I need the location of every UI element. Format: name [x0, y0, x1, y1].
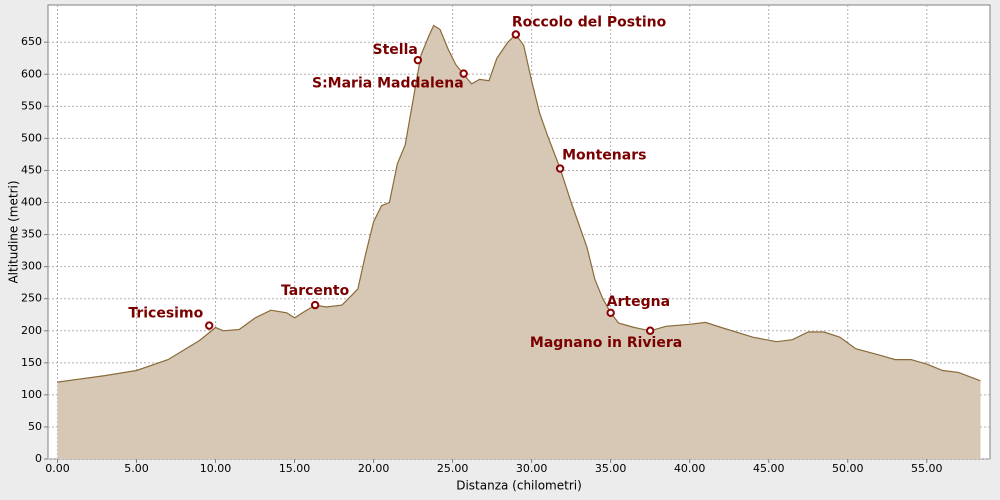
- y-tick-label: 450: [21, 163, 42, 176]
- y-tick-label: 400: [21, 196, 42, 209]
- x-tick-label: 25.00: [437, 462, 469, 475]
- x-tick-label: 40.00: [674, 462, 706, 475]
- x-tick-label: 0.00: [45, 462, 70, 475]
- waypoint-label: Tricesimo: [128, 306, 203, 322]
- y-tick-label: 100: [21, 388, 42, 401]
- waypoint-label: Magnano in Riviera: [530, 335, 682, 351]
- waypoint-marker: [511, 30, 521, 39]
- x-tick-label: 20.00: [358, 462, 390, 475]
- x-tick-label: 45.00: [753, 462, 785, 475]
- waypoint-label: Artegna: [607, 294, 670, 310]
- y-tick-label: 150: [21, 356, 42, 369]
- profile-line: [57, 24, 981, 383]
- y-tick-label: 0: [35, 452, 42, 465]
- area: [57, 25, 981, 459]
- x-tick-label: 50.00: [832, 462, 864, 475]
- waypoint-marker: [555, 164, 565, 173]
- waypoint-label: Montenars: [562, 148, 646, 164]
- x-tick-label: 10.00: [200, 462, 232, 475]
- y-tick-label: 550: [21, 99, 42, 112]
- waypoint-label: Stella: [373, 42, 418, 58]
- y-tick-label: 500: [21, 131, 42, 144]
- waypoint-marker: [205, 321, 214, 330]
- y-tick-label: 200: [21, 324, 42, 337]
- waypoint-marker: [413, 55, 423, 65]
- waypoint-marker: [645, 326, 655, 335]
- x-tick-label: 35.00: [595, 462, 627, 475]
- waypoint-marker: [310, 300, 320, 310]
- waypoint-label: S:Maria Maddalena: [312, 76, 464, 92]
- x-tick-label: 55.00: [911, 462, 943, 475]
- waypoint-label: Roccolo del Postino: [512, 14, 667, 30]
- x-tick-label: 30.00: [516, 462, 548, 475]
- y-tick-label: 600: [21, 67, 42, 80]
- y-tick-label: 650: [21, 35, 42, 48]
- x-tick-label: 5.00: [124, 462, 149, 475]
- y-tick-label: 350: [21, 228, 42, 241]
- y-axis-title: Altitudine (metri): [7, 180, 21, 283]
- y-tick-label: 50: [28, 420, 42, 433]
- y-tick-label: 300: [21, 260, 42, 273]
- waypoint-label: Tarcento: [281, 283, 350, 299]
- waypoint-marker: [459, 69, 468, 78]
- x-tick-label: 15.00: [279, 462, 311, 475]
- waypoint-marker: [606, 308, 615, 317]
- y-tick-label: 250: [21, 292, 42, 305]
- x-axis-title: Distanza (chilometri): [456, 479, 582, 493]
